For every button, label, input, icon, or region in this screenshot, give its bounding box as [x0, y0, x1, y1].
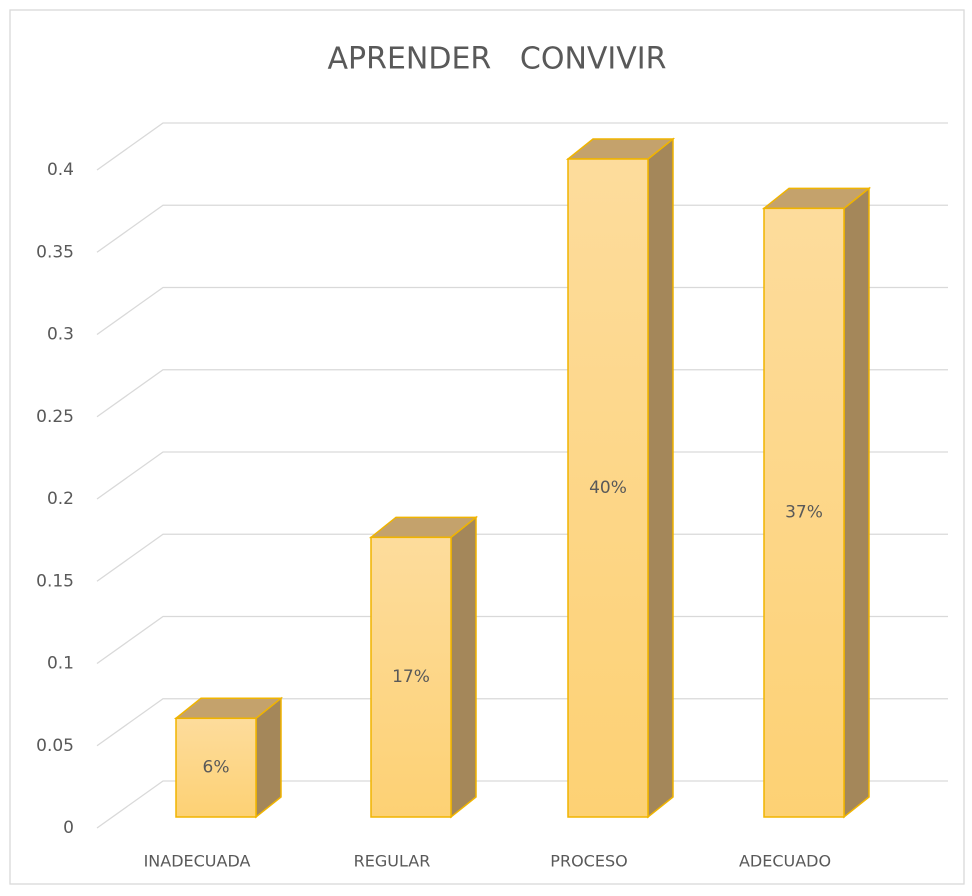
x-tick-label: PROCESO: [550, 852, 627, 871]
y-tick-label: 0.3: [47, 325, 74, 345]
bar-side: [450, 515, 477, 819]
data-label: 40%: [589, 478, 627, 498]
data-label: 17%: [392, 667, 430, 687]
grid-line: [96, 698, 948, 747]
grid-line: [96, 780, 948, 829]
grid-line: [96, 533, 948, 582]
grid-line: [96, 204, 948, 253]
y-tick-label: 0.4: [47, 160, 74, 180]
grid-line: [96, 451, 948, 500]
x-tick-label: ADECUADO: [739, 852, 831, 871]
y-tick-label: 0.35: [36, 242, 74, 262]
grid-line: [96, 286, 948, 336]
bar: [763, 207, 845, 818]
bar-side: [647, 137, 674, 819]
data-label: 37%: [785, 503, 823, 523]
grid-line: [96, 122, 948, 171]
bar-side: [843, 186, 870, 819]
grid-line: [96, 615, 948, 665]
y-tick-label: 0.15: [36, 571, 74, 591]
y-tick-label: 0: [63, 818, 74, 838]
y-tick-label: 0.2: [47, 489, 74, 509]
y-tick-label: 0.05: [36, 736, 74, 756]
data-label: 6%: [203, 758, 230, 778]
y-tick-label: 0.25: [36, 407, 74, 427]
grid-line: [96, 369, 948, 418]
bar: [567, 158, 649, 818]
chart-title: APRENDER CONVIVIR: [328, 42, 667, 77]
x-tick-label: INADECUADA: [144, 852, 251, 871]
bar: [370, 536, 452, 818]
y-tick-label: 0.1: [47, 654, 74, 674]
x-tick-label: REGULAR: [354, 852, 431, 871]
bar: [175, 717, 257, 818]
